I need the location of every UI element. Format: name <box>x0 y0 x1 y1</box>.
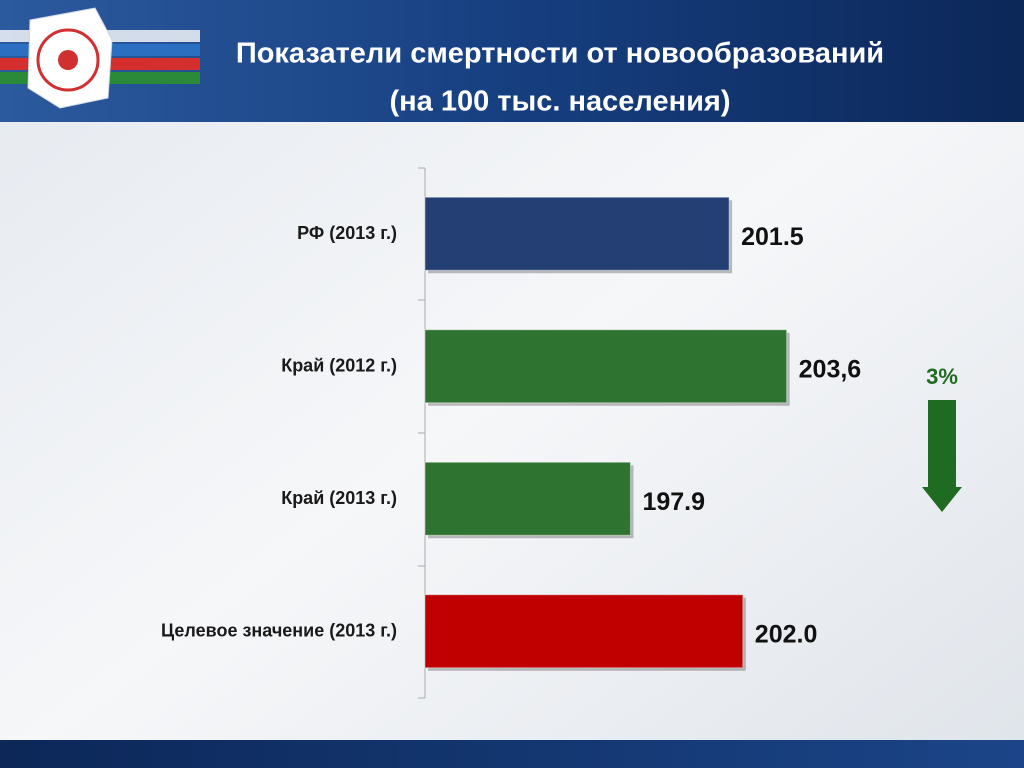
footer <box>0 740 1024 768</box>
category-label: Край (2012 г.) <box>281 356 397 376</box>
value-label: 202.0 <box>755 620 818 648</box>
value-label: 203,6 <box>799 355 862 383</box>
bar <box>424 196 730 271</box>
annotation: 3% <box>926 364 958 389</box>
bar <box>424 461 631 536</box>
value-label: 201.5 <box>741 223 804 251</box>
chart-subtitle: (на 100 тыс. населения) <box>389 86 730 118</box>
bar <box>424 329 788 404</box>
value-label: 197.9 <box>642 488 705 516</box>
chart-title: Показатели смертности от новообразований <box>236 38 884 70</box>
category-label: Край (2013 г.) <box>281 488 397 508</box>
bar <box>424 594 744 669</box>
logo <box>0 7 200 109</box>
category-label: Целевое значение (2013 г.) <box>161 621 397 641</box>
category-label: РФ (2013 г.) <box>297 223 397 243</box>
down-arrow <box>922 400 962 512</box>
